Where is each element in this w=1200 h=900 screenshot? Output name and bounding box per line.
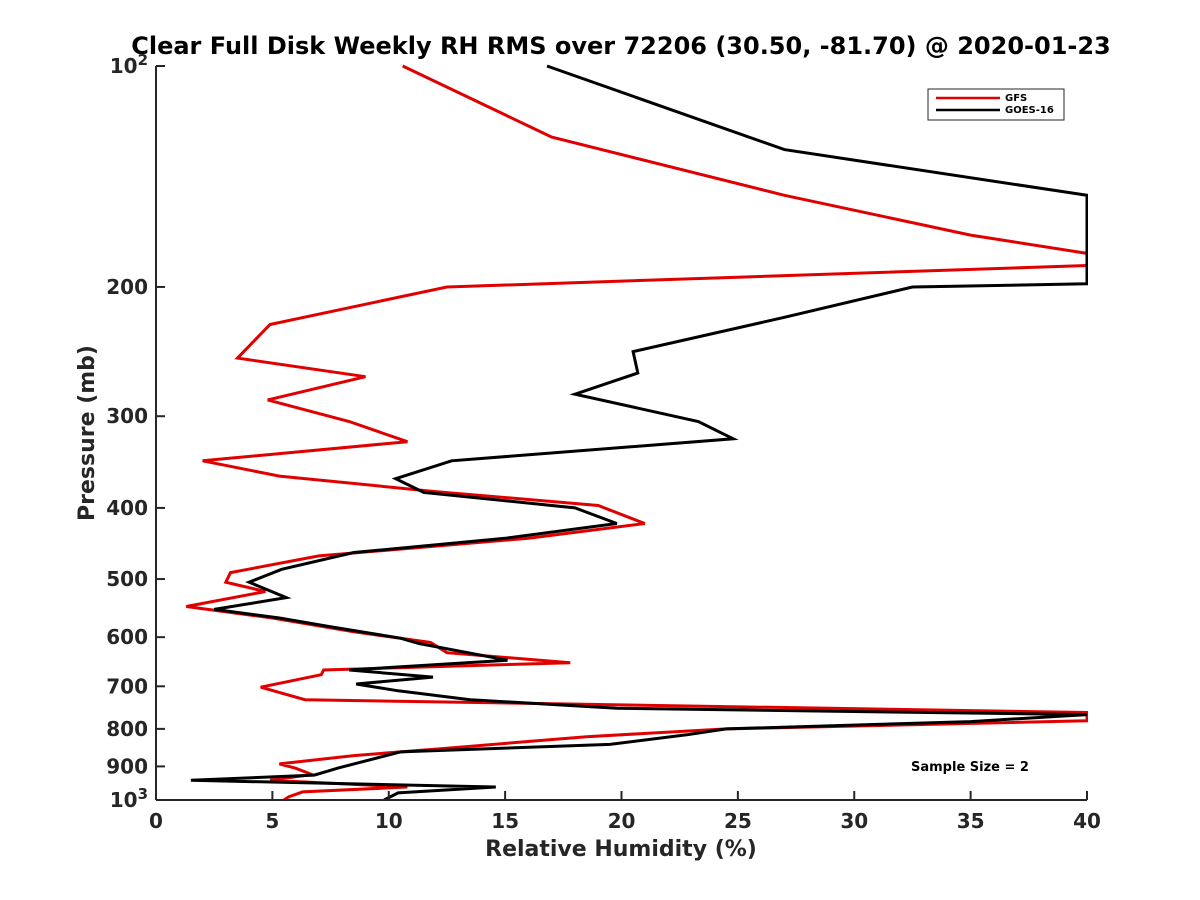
y-tick-label: 700: [106, 674, 148, 698]
x-tick-label: 20: [608, 809, 636, 833]
x-axis-label: Relative Humidity (%): [485, 837, 757, 862]
series-line-gfs: [186, 64, 1088, 800]
x-tick-label: 35: [957, 809, 985, 833]
y-tick-label: 600: [106, 625, 148, 649]
legend-box: [927, 88, 1065, 121]
y-tick-label: 200: [106, 275, 148, 299]
x-tick-label: 40: [1073, 809, 1101, 833]
y-tick-label: 103: [110, 785, 148, 812]
legend: GFS GOES-16: [927, 88, 1065, 121]
x-tick-label: 30: [840, 809, 868, 833]
y-tick-label: 900: [106, 754, 148, 778]
series-line-goes16: [190, 64, 1088, 800]
y-tick-label: 500: [106, 567, 148, 591]
y-axis-label: Pressure (mb): [75, 345, 100, 521]
chart-title: Clear Full Disk Weekly RH RMS over 72206…: [131, 32, 1111, 60]
x-tick-label: 25: [724, 809, 752, 833]
y-ticks: 102 200 300 400 500 600 700 800 900 103: [106, 51, 165, 812]
x-tick-label: 5: [265, 809, 279, 833]
legend-label-gfs: GFS: [1005, 93, 1027, 104]
y-tick-label: 800: [106, 717, 148, 741]
x-tick-label: 15: [491, 809, 519, 833]
y-tick-label: 400: [106, 496, 148, 520]
sample-size-annotation: Sample Size = 2: [911, 760, 1029, 775]
y-tick-label: 300: [106, 404, 148, 428]
legend-label-goes16: GOES-16: [1005, 105, 1054, 116]
plot-lines: [186, 64, 1088, 800]
x-ticks: 0 5 10 15 20 25 30 35 40: [149, 791, 1101, 833]
y-tick-label: 102: [110, 51, 148, 78]
x-tick-label: 10: [375, 809, 403, 833]
x-tick-label: 0: [149, 809, 163, 833]
